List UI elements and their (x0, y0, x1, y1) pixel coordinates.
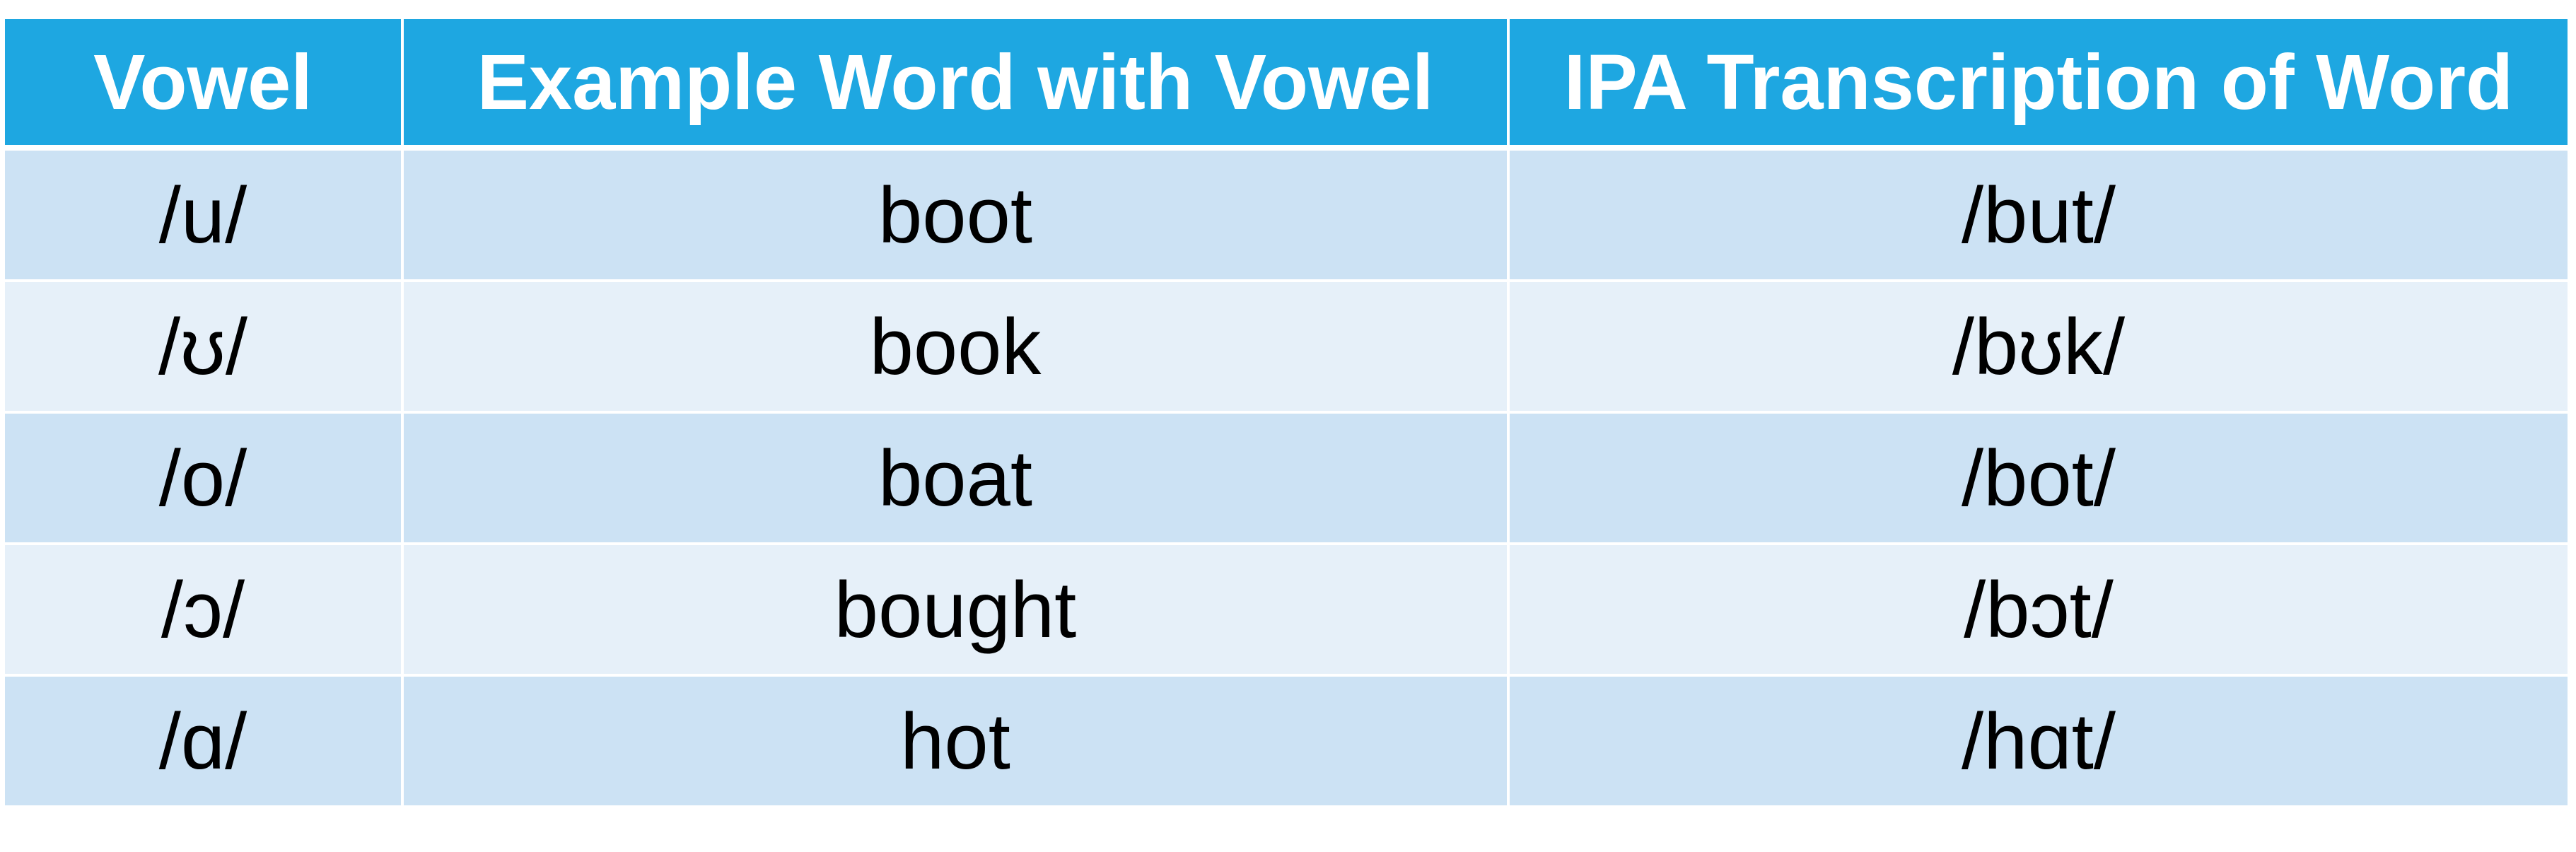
cell: /ɔ/ (5, 542, 404, 677)
cell: /bʊk/ (1507, 279, 2568, 414)
cell: /hɑt/ (1507, 674, 2568, 808)
cell: boot (401, 146, 1510, 282)
table-row: /o/ boat /bot/ (5, 411, 2568, 545)
cell: /bɔt/ (1507, 542, 2568, 677)
header-row: Vowel Example Word with Vowel IPA Transc… (5, 16, 2568, 151)
table-row: /ɑ/ hot /hɑt/ (5, 674, 2568, 808)
cell: /ɑ/ (5, 674, 404, 808)
cell: bought (401, 542, 1510, 677)
cell: /o/ (5, 411, 404, 545)
table-row: /u/ boot /but/ (5, 146, 2568, 282)
cell: /u/ (5, 146, 404, 282)
cell: /but/ (1507, 146, 2568, 282)
table-row: /ɔ/ bought /bɔt/ (5, 542, 2568, 677)
table-row: /ʊ/ book /bʊk/ (5, 279, 2568, 414)
header-cell: IPA Transcription of Word (1507, 16, 2568, 151)
header-cell: Vowel (5, 16, 404, 151)
cell: hot (401, 674, 1510, 808)
cell: /ʊ/ (5, 279, 404, 414)
header-cell: Example Word with Vowel (401, 16, 1510, 151)
cell: /bot/ (1507, 411, 2568, 545)
cell: book (401, 279, 1510, 414)
vowel-table: Vowel Example Word with Vowel IPA Transc… (5, 16, 2568, 808)
cell: boat (401, 411, 1510, 545)
